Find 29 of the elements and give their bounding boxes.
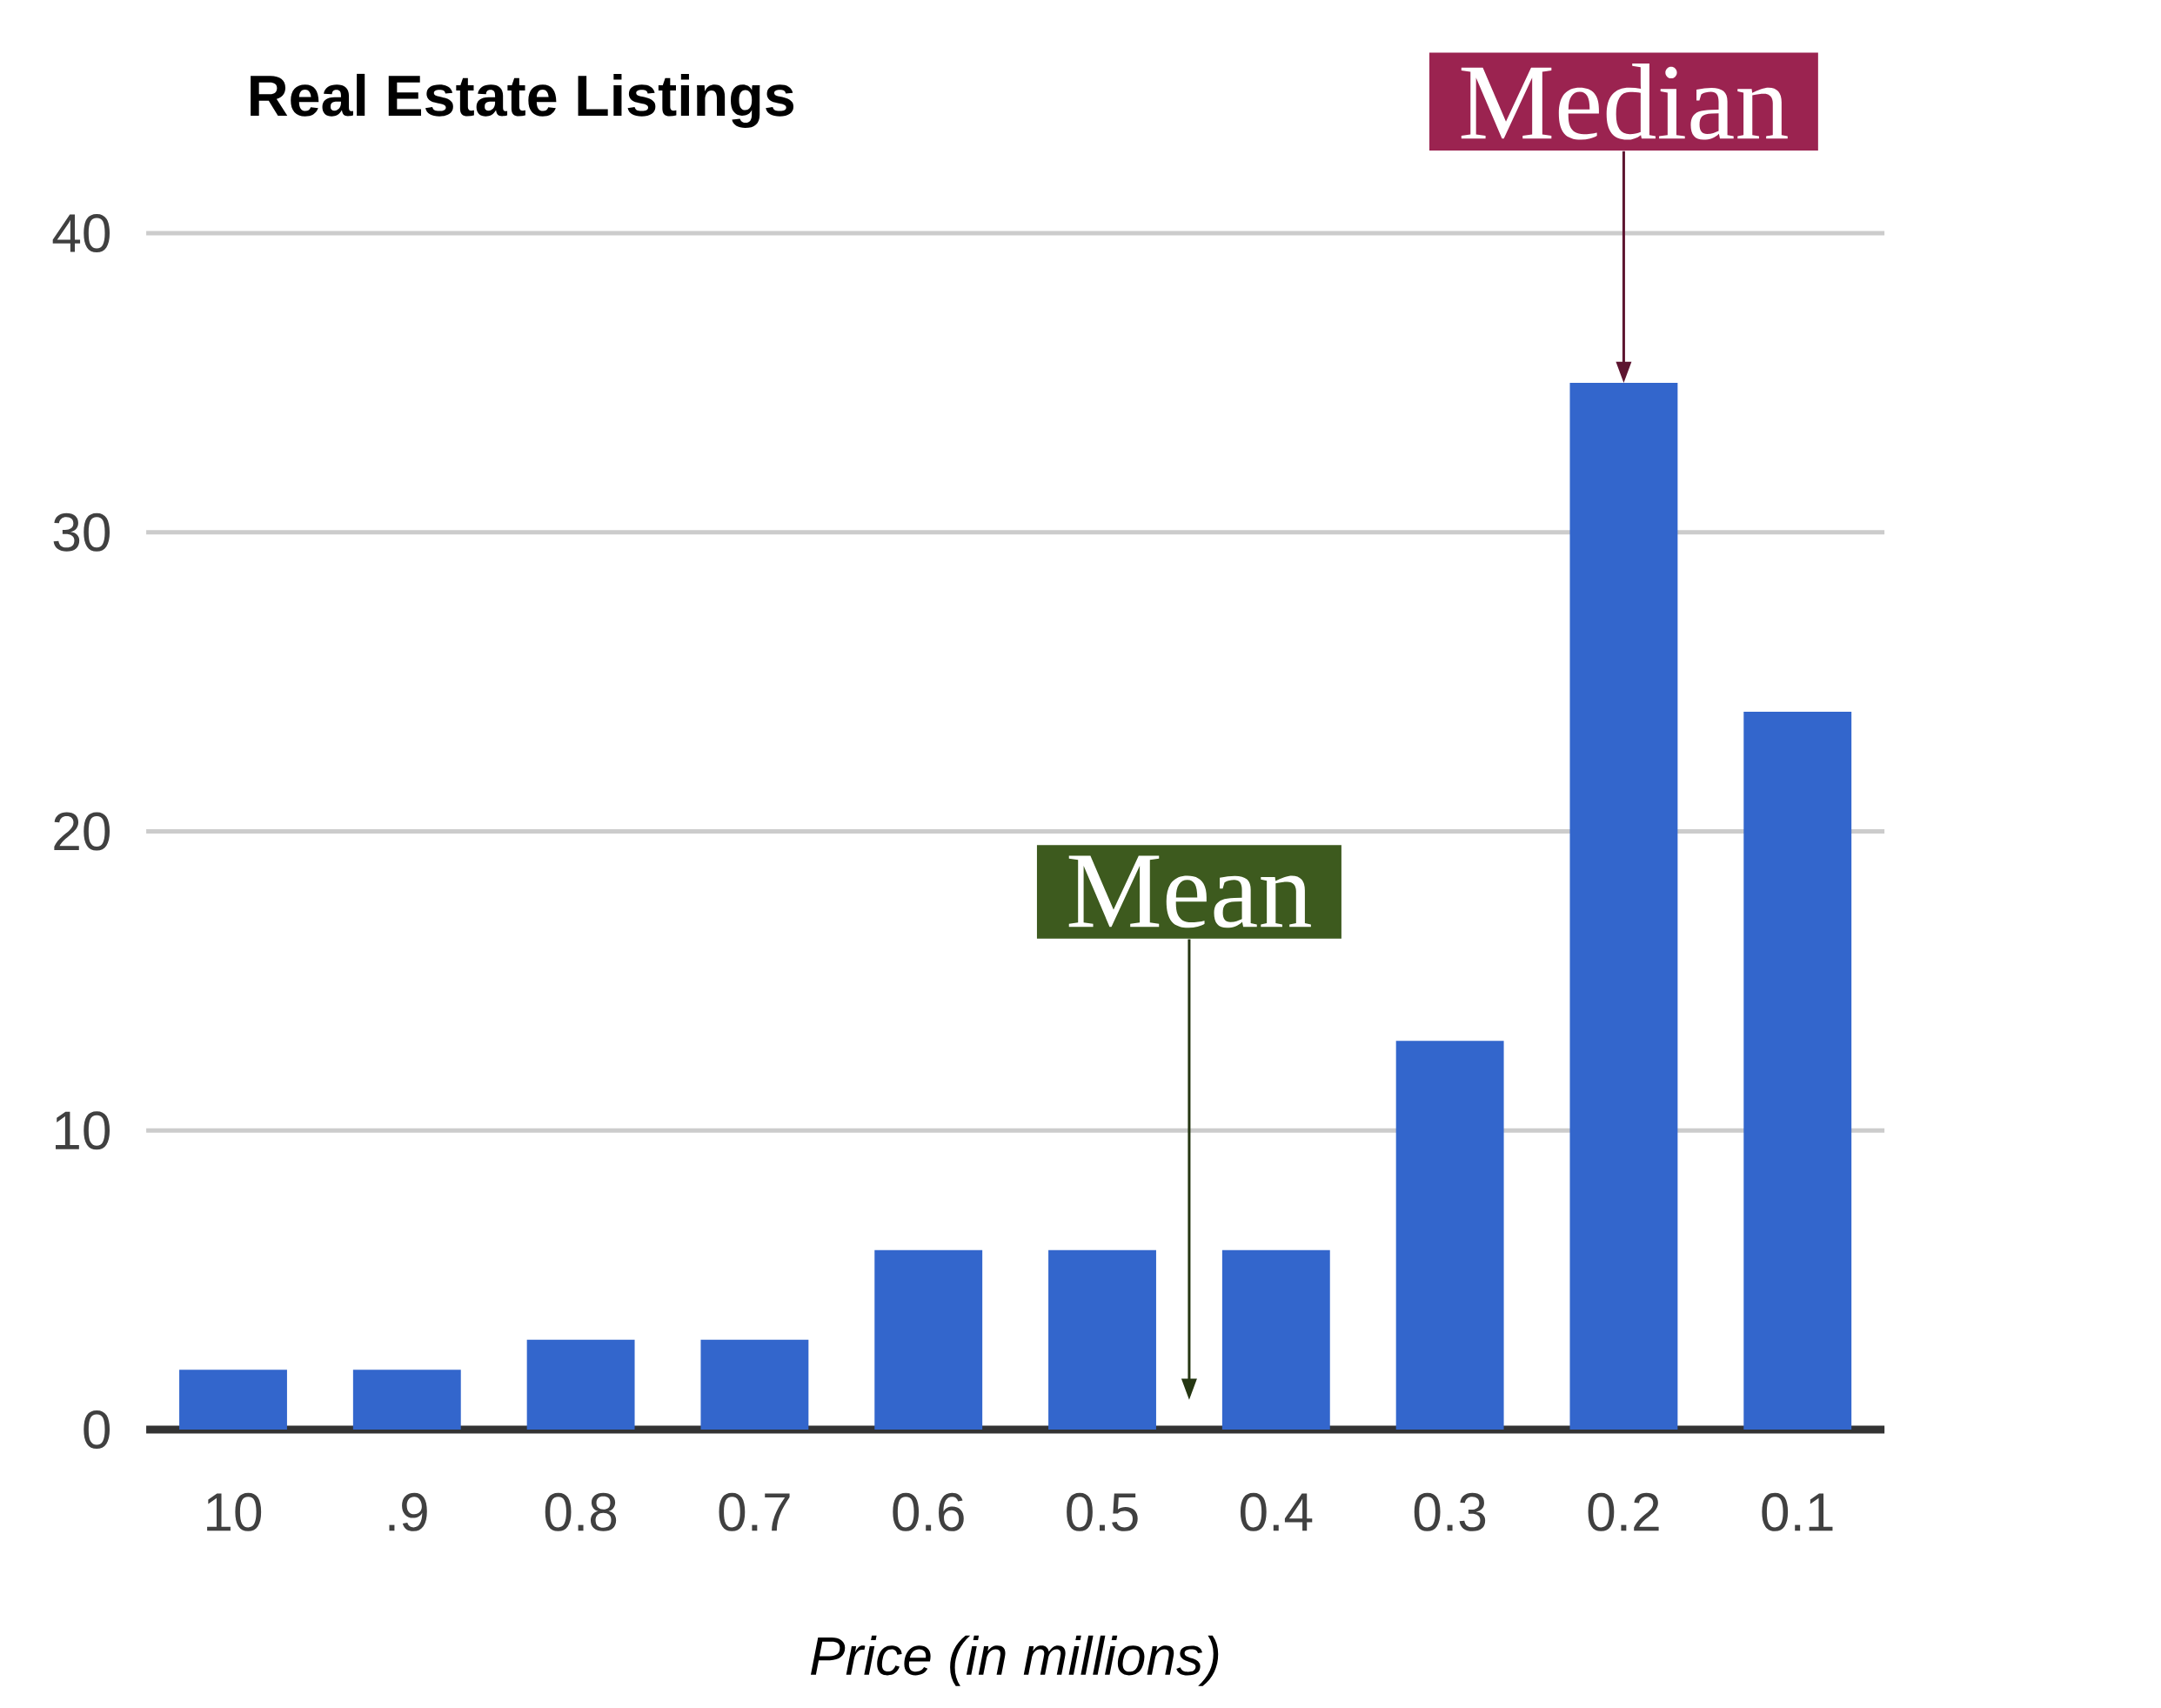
x-tick-label: 0.4 <box>1240 1492 1313 1531</box>
annotation: Median <box>1461 63 1788 140</box>
x-tick-label: 0.7 <box>719 1492 790 1531</box>
x-tick-label: 0.6 <box>893 1492 964 1531</box>
x-tick-label: 10 <box>207 1492 262 1531</box>
y-tick-label: 0 <box>84 1410 110 1450</box>
y-tick-label: 10 <box>56 1111 110 1150</box>
y-tick-label: 40 <box>52 213 110 253</box>
bar <box>1743 712 1852 1430</box>
x-tick-label: 0.5 <box>1067 1492 1138 1531</box>
x-tick-label: 0.1 <box>1762 1492 1833 1531</box>
y-tick-label: 20 <box>54 812 110 851</box>
annotation: Mean <box>1068 855 1311 928</box>
bar <box>874 1249 983 1430</box>
x-tick-label: 0.8 <box>545 1492 617 1531</box>
x-axis-title: Price (in millions) <box>811 1635 1219 1686</box>
x-tick-label: .9 <box>389 1492 427 1531</box>
x-tick-label: 0.3 <box>1414 1492 1486 1531</box>
y-tick-label: 30 <box>53 512 110 552</box>
bar <box>700 1339 809 1430</box>
chart-title: Real Estate Listings <box>251 73 794 129</box>
bar <box>1569 382 1678 1430</box>
bar <box>1395 1041 1504 1430</box>
bar <box>352 1370 461 1430</box>
bar <box>179 1370 287 1430</box>
x-tick-label: 0.2 <box>1588 1492 1659 1531</box>
bar <box>526 1339 635 1430</box>
bar <box>1221 1249 1330 1430</box>
bar <box>1048 1249 1156 1430</box>
